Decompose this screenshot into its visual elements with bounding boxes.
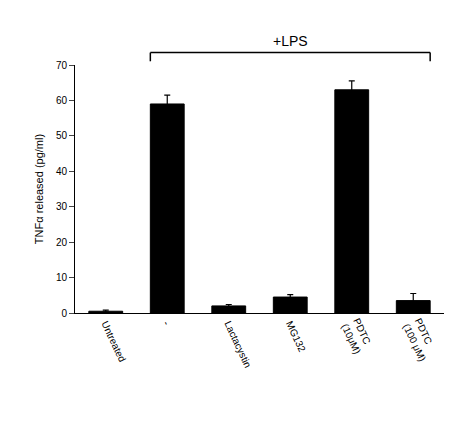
svg-text:50: 50: [56, 130, 68, 141]
svg-text:70: 70: [56, 60, 68, 71]
svg-text:PDTC(10μM): PDTC(10μM): [340, 317, 375, 356]
svg-text:-: -: [161, 319, 172, 327]
svg-text:30: 30: [56, 201, 68, 212]
svg-text:20: 20: [56, 237, 68, 248]
svg-text:40: 40: [56, 166, 68, 177]
svg-text:PDTC(100 μM): PDTC(100 μM): [401, 317, 440, 364]
svg-text:+LPS: +LPS: [273, 33, 308, 49]
svg-text:TNFα released (pg/ml): TNFα released (pg/ml): [33, 134, 45, 244]
svg-text:0: 0: [61, 308, 67, 319]
svg-text:60: 60: [56, 95, 68, 106]
svg-text:Lactacystin: Lactacystin: [222, 319, 253, 369]
svg-text:MG132: MG132: [284, 319, 308, 354]
svg-text:Untreated: Untreated: [99, 319, 128, 363]
svg-text:10: 10: [56, 272, 68, 283]
